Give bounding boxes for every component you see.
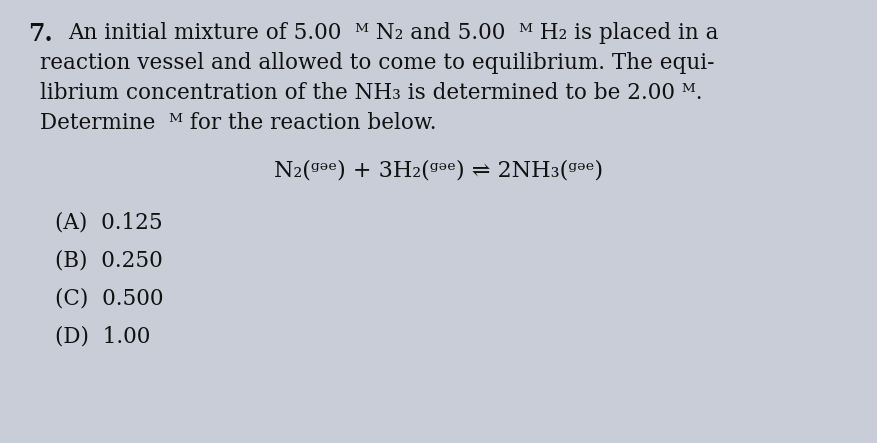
- Text: (D)  1.00: (D) 1.00: [55, 326, 150, 348]
- Text: Determine  ᴹ for the reaction below.: Determine ᴹ for the reaction below.: [40, 112, 437, 134]
- Text: (C)  0.500: (C) 0.500: [55, 288, 163, 310]
- Text: (A)  0.125: (A) 0.125: [55, 212, 162, 234]
- Text: An initial mixture of 5.00  ᴹ N₂ and 5.00  ᴹ H₂ is placed in a: An initial mixture of 5.00 ᴹ N₂ and 5.00…: [68, 22, 718, 44]
- Text: (B)  0.250: (B) 0.250: [55, 250, 163, 272]
- Text: reaction vessel and allowed to come to equilibrium. The equi-: reaction vessel and allowed to come to e…: [40, 52, 715, 74]
- Text: librium concentration of the NH₃ is determined to be 2.00 ᴹ.: librium concentration of the NH₃ is dete…: [40, 82, 702, 104]
- Text: N₂(ᵍᵊᵉ) + 3H₂(ᵍᵊᵉ) ⇌ 2NH₃(ᵍᵊᵉ): N₂(ᵍᵊᵉ) + 3H₂(ᵍᵊᵉ) ⇌ 2NH₃(ᵍᵊᵉ): [274, 160, 603, 182]
- Text: 7.: 7.: [28, 22, 53, 46]
